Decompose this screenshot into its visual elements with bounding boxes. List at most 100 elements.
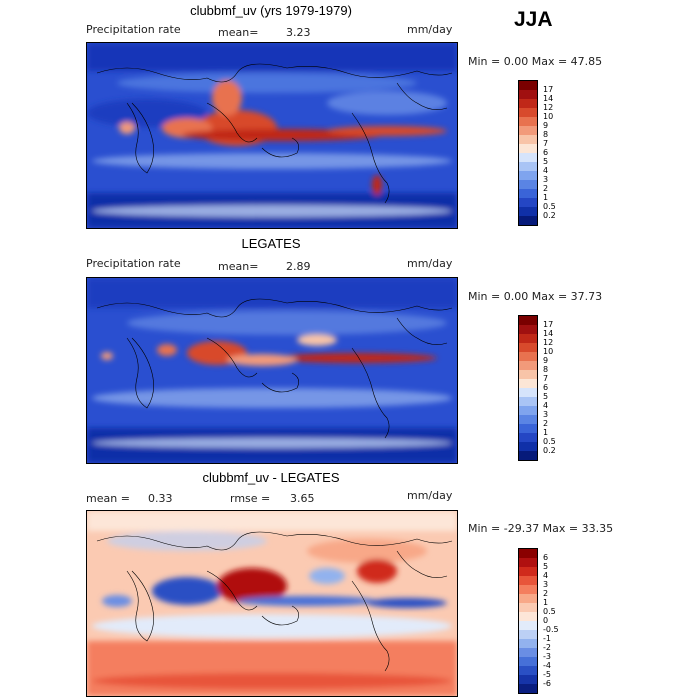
colorbar-tick-label: 1: [543, 193, 549, 202]
season-label: JJA: [514, 8, 553, 31]
colorbar-swatch: [519, 558, 537, 567]
colorbar-swatch: [519, 90, 537, 99]
colorbar: 6 5 4 3 2 1 0.5 0 -0.5 -1 -2 -3 -4 -5 -6: [518, 548, 559, 694]
colorbar-tick-label: 10: [543, 347, 554, 356]
colorbar-swatch: [519, 639, 537, 648]
colorbar-tick-label: 1: [543, 598, 549, 607]
colorbar-swatch: [519, 361, 537, 370]
colorbar-swatch: [519, 594, 537, 603]
colorbar-tick-label: 2: [543, 589, 549, 598]
colorbar-swatch: [519, 406, 537, 415]
units-label: mm/day: [407, 257, 453, 270]
colorbar-swatch: [519, 379, 537, 388]
colorbar-swatch: [519, 424, 537, 433]
colorbar-tick-label: 3: [543, 410, 549, 419]
mean-label: mean=: [218, 26, 259, 39]
colorbar-swatch: [519, 189, 537, 198]
colorbar-swatch: [519, 135, 537, 144]
colorbar-swatch: [519, 352, 537, 361]
colorbar-swatch: [519, 108, 537, 117]
colorbar-tick-label: 8: [543, 130, 549, 139]
colorbar-tick-label: -6: [543, 679, 551, 688]
precip-map-observed: [86, 277, 458, 464]
colorbar-swatch: [519, 549, 537, 558]
colorbar-tick-label: 12: [543, 338, 554, 347]
colorbar-tick-label: 5: [543, 562, 549, 571]
colorbar-swatch: [519, 343, 537, 352]
mean-value: 0.33: [148, 492, 173, 505]
colorbar-tick-label: 9: [543, 356, 549, 365]
colorbar-tick-label: 6: [543, 383, 549, 392]
colorbar-swatch: [519, 144, 537, 153]
mean-value: 2.89: [286, 260, 311, 273]
units-label: mm/day: [407, 23, 453, 36]
rmse-label: rmse =: [230, 492, 271, 505]
colorbar-swatch: [519, 180, 537, 189]
colorbar-tick-label: 0.2: [543, 446, 556, 455]
colorbar-swatch: [519, 334, 537, 343]
colorbar-swatch: [519, 117, 537, 126]
colorbar-tick-label: -1: [543, 634, 551, 643]
colorbar-swatch: [519, 585, 537, 594]
colorbar-swatch: [519, 81, 537, 90]
colorbar-tick-label: -3: [543, 652, 551, 661]
colorbar-swatch: [519, 666, 537, 675]
colorbar-swatch: [519, 216, 537, 225]
colorbar-swatch: [519, 370, 537, 379]
colorbar-tick-label: 17: [543, 85, 554, 94]
colorbar-swatch: [519, 316, 537, 325]
colorbar-swatch: [519, 171, 537, 180]
colorbar-tick-label: 0.5: [543, 607, 556, 616]
colorbar-swatch: [519, 576, 537, 585]
mean-value: 3.23: [286, 26, 311, 39]
colorbar-tick-label: 0.5: [543, 437, 556, 446]
colorbar-swatch: [519, 162, 537, 171]
colorbar-tick-label: 14: [543, 94, 554, 103]
colorbar-tick-label: 17: [543, 320, 554, 329]
colorbar-tick-label: 8: [543, 365, 549, 374]
colorbar-tick-label: 10: [543, 112, 554, 121]
colorbar-tick-label: -0.5: [543, 625, 559, 634]
colorbar-swatch: [519, 657, 537, 666]
colorbar: 17 14 12 10 9 8 7 6 5 4 3 2 1 0.5 0.2: [518, 80, 556, 226]
colorbar-tick-label: 9: [543, 121, 549, 130]
variable-label: Precipitation rate: [86, 257, 181, 270]
colorbar-swatch: [519, 612, 537, 621]
minmax-readout: Min = 0.00 Max = 37.73: [468, 290, 603, 303]
colorbar-tick-label: 7: [543, 139, 549, 148]
variable-label: Precipitation rate: [86, 23, 181, 36]
colorbar-tick-label: -4: [543, 661, 551, 670]
mean-label: mean=: [218, 260, 259, 273]
colorbar-tick-label: 3: [543, 175, 549, 184]
colorbar-tick-label: 3: [543, 580, 549, 589]
colorbar-swatch: [519, 325, 537, 334]
colorbar-tick-label: 14: [543, 329, 554, 338]
colorbar-tick-label: 1: [543, 428, 549, 437]
colorbar-swatch: [519, 415, 537, 424]
panel-title: clubbmf_uv - LEGATES: [202, 470, 340, 485]
colorbar-swatch: [519, 630, 537, 639]
colorbar-swatch: [519, 442, 537, 451]
colorbar-swatch: [519, 567, 537, 576]
mean-label: mean =: [86, 492, 130, 505]
precip-map-model: [86, 42, 458, 229]
colorbar: 17 14 12 10 9 8 7 6 5 4 3 2 1 0.5 0.2: [518, 315, 556, 461]
colorbar-tick-label: 4: [543, 571, 549, 580]
colorbar-tick-label: 5: [543, 392, 549, 401]
colorbar-swatch: [519, 451, 537, 460]
colorbar-tick-label: 0: [543, 616, 549, 625]
colorbar-swatch: [519, 99, 537, 108]
colorbar-swatch: [519, 207, 537, 216]
colorbar-swatch: [519, 603, 537, 612]
colorbar-tick-label: 12: [543, 103, 554, 112]
colorbar-swatch: [519, 388, 537, 397]
minmax-readout: Min = -29.37 Max = 33.35: [468, 522, 614, 535]
colorbar-tick-label: 6: [543, 148, 549, 157]
colorbar-swatch: [519, 684, 537, 693]
units-label: mm/day: [407, 489, 453, 502]
rmse-value: 3.65: [290, 492, 315, 505]
colorbar-tick-label: 0.5: [543, 202, 556, 211]
colorbar-swatch: [519, 126, 537, 135]
colorbar-tick-label: -2: [543, 643, 551, 652]
colorbar-swatch: [519, 433, 537, 442]
